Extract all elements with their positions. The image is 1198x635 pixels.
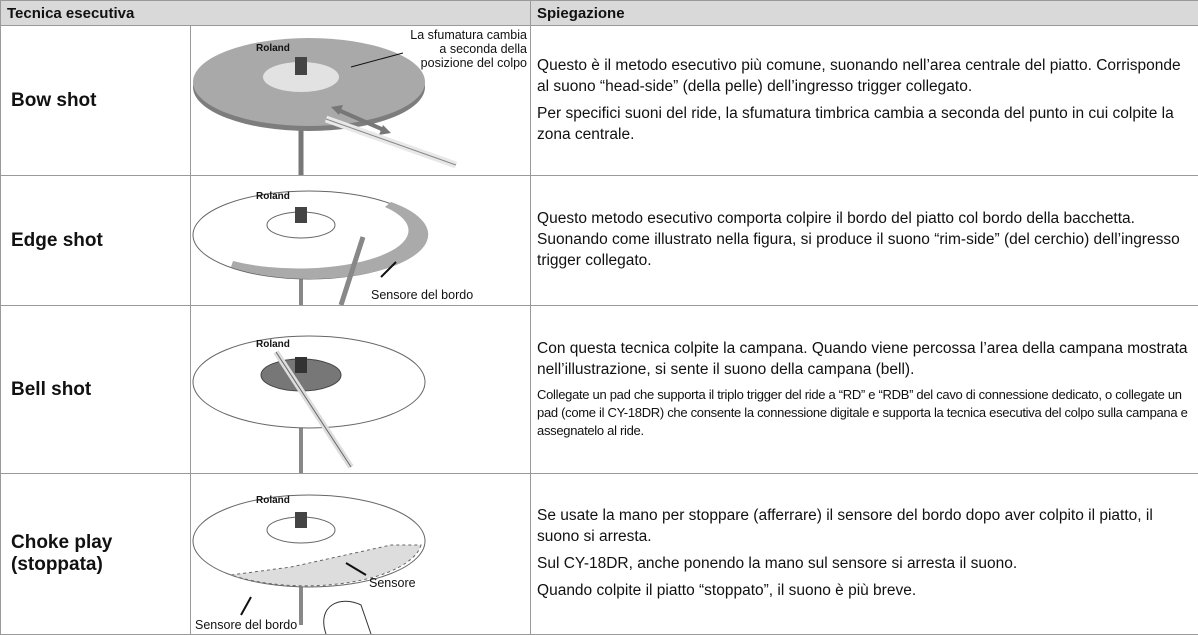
- illustration: Roland: [192, 335, 426, 473]
- illustration-cell: Roland La sfumatura cambia a seconda del…: [189, 25, 532, 176]
- logo: Roland: [256, 43, 290, 54]
- illustration-label: La sfumatura cambia: [410, 28, 527, 42]
- illustration-cell: Roland: [189, 305, 532, 474]
- header-cell: Spiegazione: [530, 0, 1198, 26]
- header-row: Tecnica esecutiva Spiegazione: [0, 0, 1198, 26]
- technique: Bow shot: [0, 25, 191, 176]
- header-cell: Tecnica esecutiva: [0, 0, 532, 26]
- illustration-cell: Roland Sensore Sensore del bordo: [189, 473, 532, 635]
- illustration-label: a seconda della: [439, 42, 527, 56]
- explanation: Questo è il metodo esecutivo più comune,…: [530, 25, 1198, 176]
- paragraph: Collegate un pad che supporta il triplo …: [537, 386, 1188, 438]
- paragraph: Sul CY-18DR, anche ponendo la mano sul s…: [537, 555, 1018, 572]
- illustration-label: Sensore del bordo: [195, 618, 297, 632]
- explanation: Con questa tecnica colpite la campana. Q…: [530, 305, 1198, 474]
- illustration-label: Sensore del bordo: [371, 288, 473, 302]
- logo: Roland: [256, 191, 290, 202]
- paragraph: Con questa tecnica colpite la campana. Q…: [537, 339, 1188, 378]
- paragraph: Questo è il metodo esecutivo più comune,…: [537, 56, 1181, 95]
- illustration-label: posizione del colpo: [421, 56, 527, 70]
- technique: Choke play (stoppata): [0, 473, 191, 635]
- paragraph: Se usate la mano per stoppare (afferrare…: [537, 507, 1153, 545]
- illustration: Roland La sfumatura cambia a seconda del…: [193, 28, 527, 175]
- logo: Roland: [256, 339, 290, 350]
- technique: Bell shot: [0, 305, 191, 474]
- paragraph: Per specifici suoni del ride, la sfumatu…: [537, 104, 1174, 143]
- row: Bell shot Roland Con questa tecnica colp…: [0, 305, 1198, 474]
- row: Edge shot Roland Sensore del bordo Quest…: [0, 175, 1198, 306]
- technique: Edge shot: [0, 175, 191, 306]
- illustration: Roland Sensore del bordo: [192, 190, 473, 305]
- row: Bow shot Roland La sfumatura cambia a se…: [0, 25, 1198, 176]
- illustration: Roland Sensore Sensore del bordo: [192, 494, 426, 634]
- paragraph: Quando colpite il piatto “stoppato”, il …: [537, 582, 917, 599]
- row: Choke play (stoppata) Roland Sensore Sen…: [0, 473, 1198, 635]
- explanation: Se usate la mano per stoppare (afferrare…: [530, 473, 1198, 635]
- explanation: Questo metodo esecutivo comporta colpire…: [530, 175, 1198, 306]
- illustration-cell: Roland Sensore del bordo: [189, 175, 532, 306]
- logo: Roland: [256, 495, 290, 506]
- paragraph: Questo metodo esecutivo comporta colpire…: [537, 210, 1180, 269]
- illustration-label: Sensore: [369, 576, 416, 590]
